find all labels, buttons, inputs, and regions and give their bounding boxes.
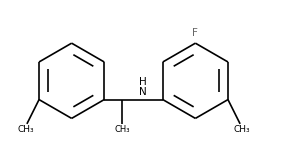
Text: CH₃: CH₃ bbox=[115, 125, 130, 134]
Text: CH₃: CH₃ bbox=[17, 125, 34, 134]
Text: N: N bbox=[139, 87, 147, 97]
Text: H: H bbox=[139, 77, 147, 87]
Text: F: F bbox=[193, 28, 198, 38]
Text: CH₃: CH₃ bbox=[233, 125, 250, 134]
